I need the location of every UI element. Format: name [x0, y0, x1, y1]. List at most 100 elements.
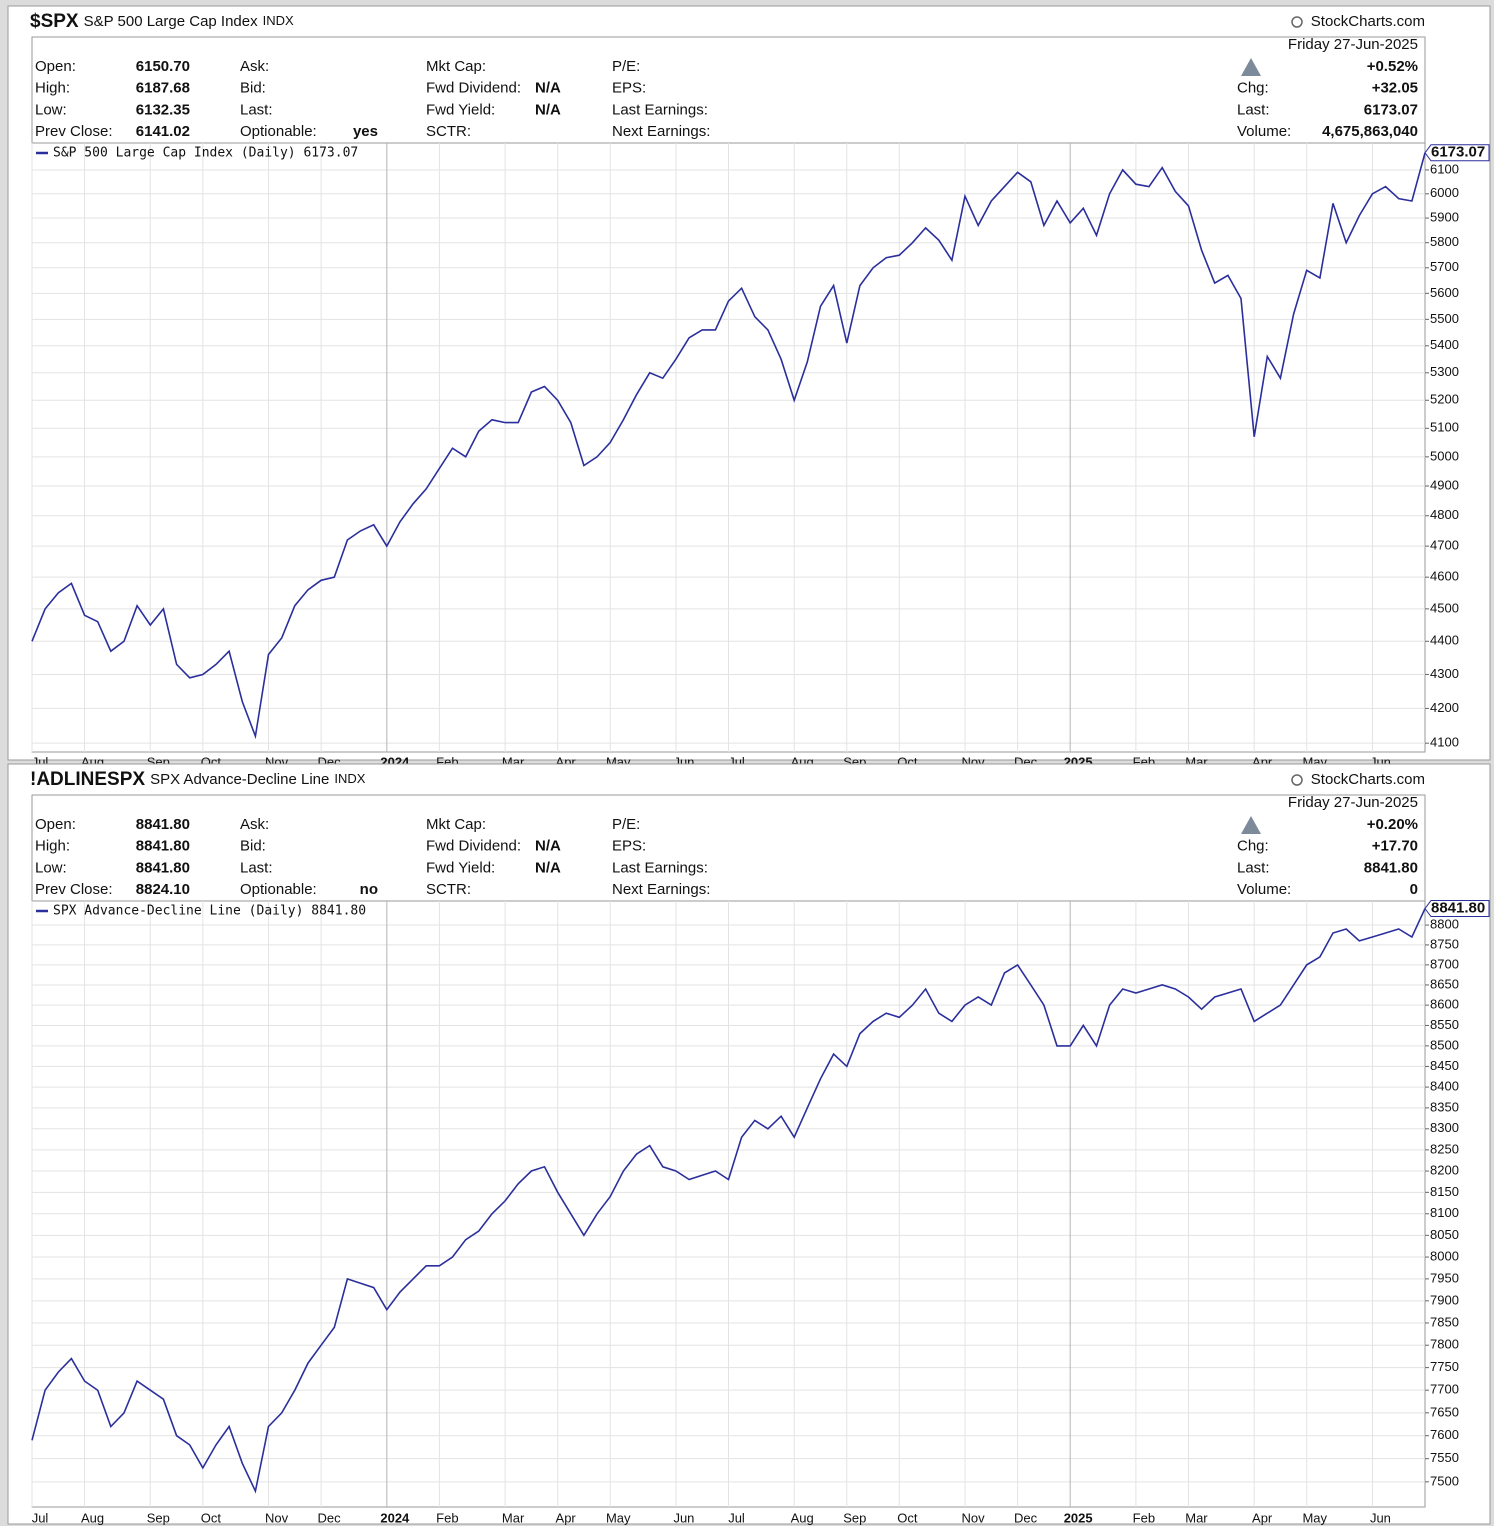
field-value: +17.70 — [1372, 838, 1418, 855]
x-tick-label: May — [606, 1510, 631, 1525]
field-label: SCTR: — [426, 881, 471, 898]
field-value: +32.05 — [1372, 80, 1418, 97]
last-value-label: 8841.80 — [1431, 900, 1485, 917]
x-tick-label: Mar — [502, 1510, 525, 1525]
field-value: 6150.70 — [136, 58, 190, 75]
exchange: INDX — [263, 13, 294, 28]
name: SPX Advance-Decline Line — [150, 771, 329, 788]
date: Friday 27-Jun-2025 — [1288, 794, 1418, 811]
field-label: Bid: — [240, 838, 266, 855]
symbol: $SPX — [30, 11, 79, 32]
y-tick-label: 7750 — [1430, 1359, 1459, 1374]
exchange: INDX — [334, 771, 365, 786]
y-tick-label: 5600 — [1430, 285, 1459, 300]
y-tick-label: 7900 — [1430, 1292, 1459, 1307]
info-box — [31, 36, 1426, 144]
source-icon — [1291, 16, 1303, 28]
y-tick-label: 8700 — [1430, 956, 1459, 971]
y-tick-label: 8800 — [1430, 916, 1459, 931]
source: StockCharts.com — [1311, 13, 1425, 30]
field-label: Prev Close: — [35, 123, 113, 140]
field-value: 6132.35 — [136, 101, 190, 118]
y-tick-label: 5200 — [1430, 392, 1459, 407]
x-tick-label: 2025 — [1064, 1510, 1093, 1525]
y-tick-label: 5000 — [1430, 448, 1459, 463]
field-label: P/E: — [612, 58, 640, 75]
chart-title: $SPX S&P 500 Large Cap Index INDX — [30, 11, 294, 32]
field-label: Last: — [240, 859, 273, 876]
field-label: Fwd Yield: — [426, 101, 495, 118]
price-line — [31, 152, 1426, 740]
field-value: 6141.02 — [136, 123, 190, 140]
legend-label: S&P 500 Large Cap Index (Daily) 6173.07 — [53, 146, 358, 161]
y-tick-label: 8650 — [1430, 976, 1459, 991]
last-value-tag — [1424, 900, 1490, 918]
field-value: 8824.10 — [136, 881, 190, 898]
y-tick-label: 7800 — [1430, 1337, 1459, 1352]
legend-label: SPX Advance-Decline Line (Daily) 8841.80 — [53, 904, 366, 919]
y-tick-label: 4300 — [1430, 666, 1459, 681]
field-label: EPS: — [612, 80, 646, 97]
field-value: 8841.80 — [136, 816, 190, 833]
x-tick-label: Jun — [1370, 1510, 1391, 1525]
field-label: High: — [35, 838, 70, 855]
field-label: Last: — [1237, 859, 1270, 876]
field-label: Ask: — [240, 58, 269, 75]
y-tick-label: 5800 — [1430, 234, 1459, 249]
source-icon — [1291, 774, 1303, 786]
y-tick-label: 8500 — [1430, 1037, 1459, 1052]
y-tick-label: 5100 — [1430, 420, 1459, 435]
y-tick-label: 8300 — [1430, 1120, 1459, 1135]
chart-title: !ADLINESPX SPX Advance-Decline Line INDX — [30, 769, 366, 790]
x-tick-label: Aug — [81, 1510, 104, 1525]
source: StockCharts.com — [1311, 771, 1425, 788]
y-tick-label: 6000 — [1430, 185, 1459, 200]
field-label: Last Earnings: — [612, 859, 708, 876]
y-tick-label: 7700 — [1430, 1382, 1459, 1397]
x-tick-label: Nov — [265, 1510, 289, 1525]
last-value-label: 6173.07 — [1431, 144, 1485, 161]
x-tick-label: Feb — [436, 1510, 458, 1525]
field-label: Volume: — [1237, 123, 1291, 140]
x-tick-label: Apr — [1252, 1510, 1273, 1525]
y-tick-label: 8050 — [1430, 1227, 1459, 1242]
y-tick-label: 7850 — [1430, 1314, 1459, 1329]
y-tick-label: 4800 — [1430, 507, 1459, 522]
field-label: Fwd Dividend: — [426, 838, 521, 855]
field-label: P/E: — [612, 816, 640, 833]
y-tick-label: 7550 — [1430, 1450, 1459, 1465]
x-tick-label: Dec — [1014, 1510, 1038, 1525]
x-tick-label: Sep — [147, 1510, 170, 1525]
x-tick-label: Mar — [1185, 1510, 1208, 1525]
field-label: Fwd Dividend: — [426, 80, 521, 97]
y-tick-label: 7600 — [1430, 1427, 1459, 1442]
y-tick-label: 8400 — [1430, 1079, 1459, 1094]
field-value: N/A — [535, 859, 561, 876]
field-value: N/A — [535, 80, 561, 97]
field-value: 6187.68 — [136, 80, 190, 97]
x-tick-label: Aug — [791, 1510, 814, 1525]
y-tick-label: 8450 — [1430, 1058, 1459, 1073]
last-value-tag — [1424, 144, 1490, 162]
y-tick-label: 5400 — [1430, 337, 1459, 352]
y-tick-label: 5500 — [1430, 311, 1459, 326]
y-tick-label: 5900 — [1430, 209, 1459, 224]
field-label: Open: — [35, 58, 76, 75]
x-tick-label: Jul — [32, 1510, 49, 1525]
y-tick-label: 6100 — [1430, 161, 1459, 176]
field-value: yes — [353, 123, 378, 140]
field-value: no — [360, 881, 378, 898]
y-tick-label: 8250 — [1430, 1141, 1459, 1156]
y-tick-label: 8750 — [1430, 936, 1459, 951]
y-tick-label: 8600 — [1430, 997, 1459, 1012]
y-tick-label: 8150 — [1430, 1184, 1459, 1199]
x-tick-label: Feb — [1133, 1510, 1155, 1525]
field-value: 8841.80 — [136, 859, 190, 876]
x-tick-label: May — [1302, 1510, 1327, 1525]
y-tick-label: 4500 — [1430, 600, 1459, 615]
y-tick-label: 4200 — [1430, 700, 1459, 715]
field-label: Volume: — [1237, 881, 1291, 898]
y-tick-label: 4600 — [1430, 569, 1459, 584]
field-label: SCTR: — [426, 123, 471, 140]
